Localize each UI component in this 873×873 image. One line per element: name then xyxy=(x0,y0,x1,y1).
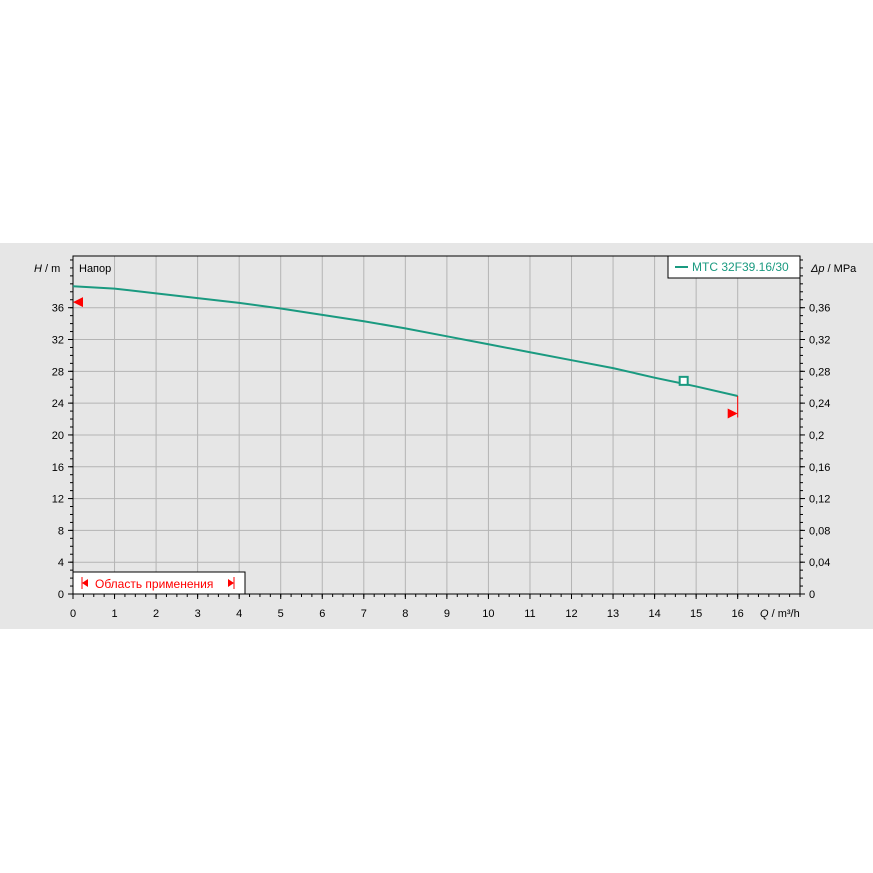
series-line xyxy=(72,285,738,397)
range-right-arrow-icon xyxy=(228,579,234,587)
x-tick-label: 16 xyxy=(732,608,744,620)
x-tick-label: 1 xyxy=(111,608,117,620)
y-tick-label: 24 xyxy=(52,398,64,410)
x-tick-label: 7 xyxy=(361,608,367,620)
x-tick-label: 4 xyxy=(236,608,242,620)
limit-marker-icon xyxy=(727,408,738,419)
x-axis-label: Q / m³/h xyxy=(760,608,800,620)
application-range-label: Область применения xyxy=(95,577,213,591)
y-tick-label: 20 xyxy=(52,430,64,442)
range-left-arrow-icon xyxy=(82,579,88,587)
y2-tick-label: 0,08 xyxy=(809,525,830,537)
x-tick-label: 10 xyxy=(482,608,494,620)
x-tick-label: 8 xyxy=(402,608,408,620)
x-tick-label: 14 xyxy=(648,608,660,620)
operating-point-marker xyxy=(678,375,689,386)
x-tick-label: 13 xyxy=(607,608,619,620)
x-tick-label: 11 xyxy=(524,608,535,620)
y2-tick-label: 0,36 xyxy=(809,303,830,315)
legend-box xyxy=(667,255,801,279)
y-tick-label: 28 xyxy=(52,366,64,378)
y2-tick-label: 0,28 xyxy=(809,366,830,378)
legend-label: MTC 32F39.16/30 xyxy=(692,260,789,274)
plot-frame xyxy=(72,255,801,595)
y2-tick-label: 0,12 xyxy=(809,494,830,506)
x-tick-label: 0 xyxy=(70,608,76,620)
y2-tick-label: 0,24 xyxy=(809,398,830,410)
y2-axis-label: Δp / MPa xyxy=(810,263,857,275)
x-tick-label: 6 xyxy=(319,608,325,620)
y-tick-label: 8 xyxy=(58,525,64,537)
chart-title: Напор xyxy=(79,263,111,275)
limit-marker-icon xyxy=(73,297,83,308)
y2-tick-label: 0,2 xyxy=(809,430,824,442)
y2-tick-label: 0 xyxy=(809,589,815,601)
y-tick-label: 4 xyxy=(58,557,64,569)
x-tick-label: 15 xyxy=(690,608,702,620)
x-tick-label: 3 xyxy=(195,608,201,620)
y-tick-label: 32 xyxy=(52,335,64,347)
y-tick-label: 36 xyxy=(52,303,64,315)
y2-tick-label: 0,32 xyxy=(809,335,830,347)
x-tick-label: 2 xyxy=(153,608,159,620)
application-range-box: Область применения xyxy=(72,571,246,595)
x-tick-label: 5 xyxy=(278,608,284,620)
x-tick-label: 12 xyxy=(565,608,577,620)
y-tick-label: 12 xyxy=(52,494,64,506)
y-tick-label: 0 xyxy=(58,589,64,601)
y2-tick-label: 0,04 xyxy=(809,557,830,569)
y-tick-label: 16 xyxy=(52,462,64,474)
y2-tick-label: 0,16 xyxy=(809,462,830,474)
y-axis-label: H / m xyxy=(34,263,60,275)
application-range-frame xyxy=(72,571,246,595)
x-tick-label: 9 xyxy=(444,608,450,620)
legend: MTC 32F39.16/30 xyxy=(667,255,801,279)
